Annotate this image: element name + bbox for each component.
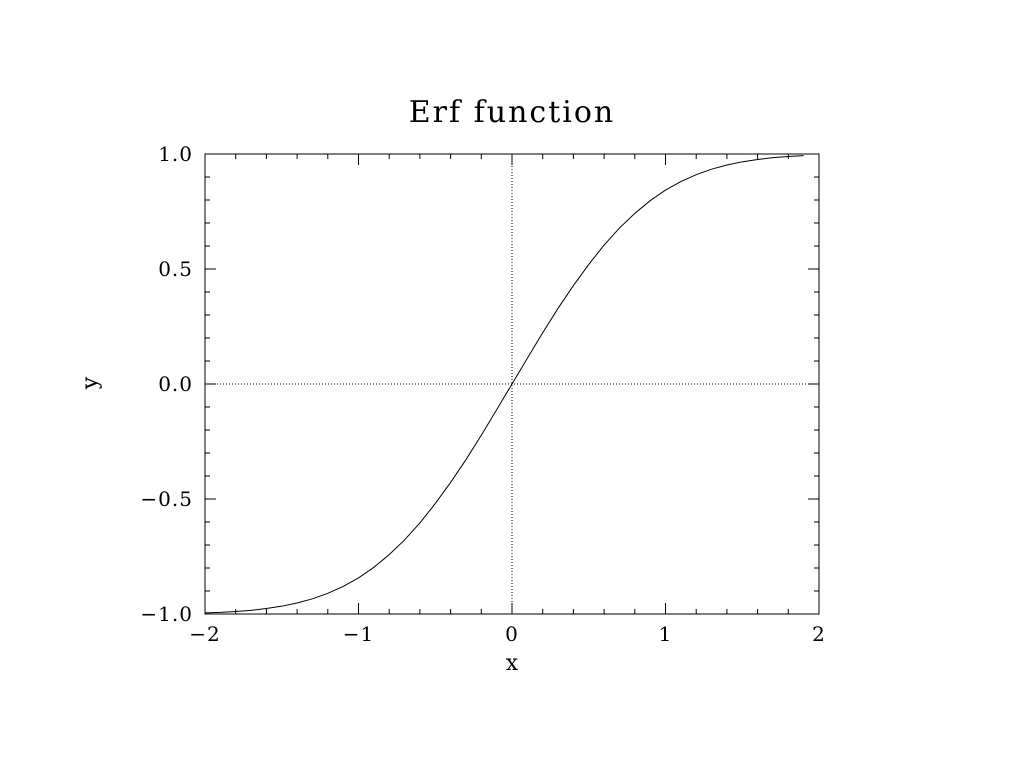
y-tick-label: −0.5	[140, 487, 193, 511]
x-tick-label: 0	[505, 622, 519, 646]
x-tick-label: 1	[659, 622, 673, 646]
y-tick-label: −1.0	[140, 602, 193, 626]
y-tick-label: 1.0	[158, 142, 193, 166]
x-tick-label: −1	[343, 622, 374, 646]
y-axis-label: y	[78, 376, 103, 390]
x-tick-labels: −2 −1 0 1 2	[189, 622, 826, 646]
x-tick-label: −2	[189, 622, 220, 646]
chart-title: Erf function	[409, 95, 615, 130]
reference-lines	[205, 154, 819, 614]
x-axis-label: x	[506, 651, 519, 676]
y-tick-labels: −1.0 −0.5 0.0 0.5 1.0	[140, 142, 193, 626]
erf-curve	[204, 155, 804, 614]
series-line	[204, 155, 804, 614]
y-tick-label: 0.0	[158, 372, 193, 396]
plot-frame	[204, 153, 820, 615]
x-tick-label: 2	[812, 622, 826, 646]
y-tick-label: 0.5	[158, 257, 193, 281]
